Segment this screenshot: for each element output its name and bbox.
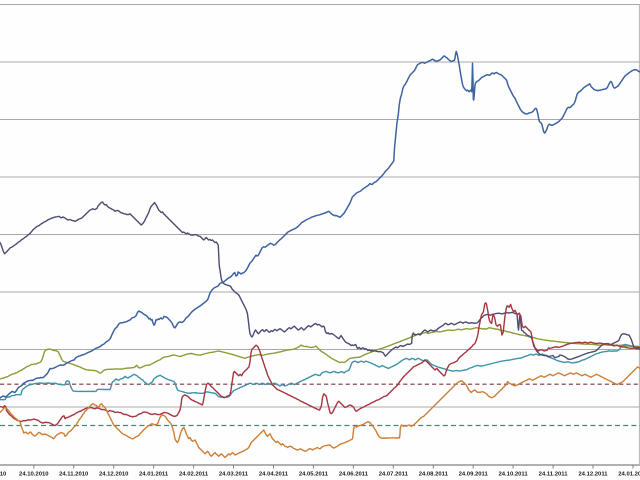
svg-text:24.10.2010: 24.10.2010	[19, 472, 49, 478]
svg-text:24.04.2011: 24.04.2011	[259, 472, 289, 478]
svg-text:24.01.2012: 24.01.2012	[618, 472, 640, 478]
svg-text:24.05.2011: 24.05.2011	[299, 472, 329, 478]
svg-text:24.09.2010: 24.09.2010	[0, 472, 7, 478]
svg-text:24.11.2010: 24.11.2010	[59, 472, 89, 478]
svg-text:24.02.2011: 24.02.2011	[179, 472, 209, 478]
svg-text:24.01.2011: 24.01.2011	[139, 472, 169, 478]
svg-text:24.06.2011: 24.06.2011	[339, 472, 369, 478]
svg-text:24.12.2010: 24.12.2010	[99, 472, 129, 478]
svg-text:24.10.2011: 24.10.2011	[499, 472, 529, 478]
svg-text:24.07.2011: 24.07.2011	[379, 472, 409, 478]
svg-text:24.09.2011: 24.09.2011	[459, 472, 489, 478]
svg-text:24.03.2011: 24.03.2011	[219, 472, 249, 478]
svg-text:24.12.2011: 24.12.2011	[578, 472, 608, 478]
svg-text:24.11.2011: 24.11.2011	[539, 472, 569, 478]
svg-text:24.08.2011: 24.08.2011	[419, 472, 449, 478]
